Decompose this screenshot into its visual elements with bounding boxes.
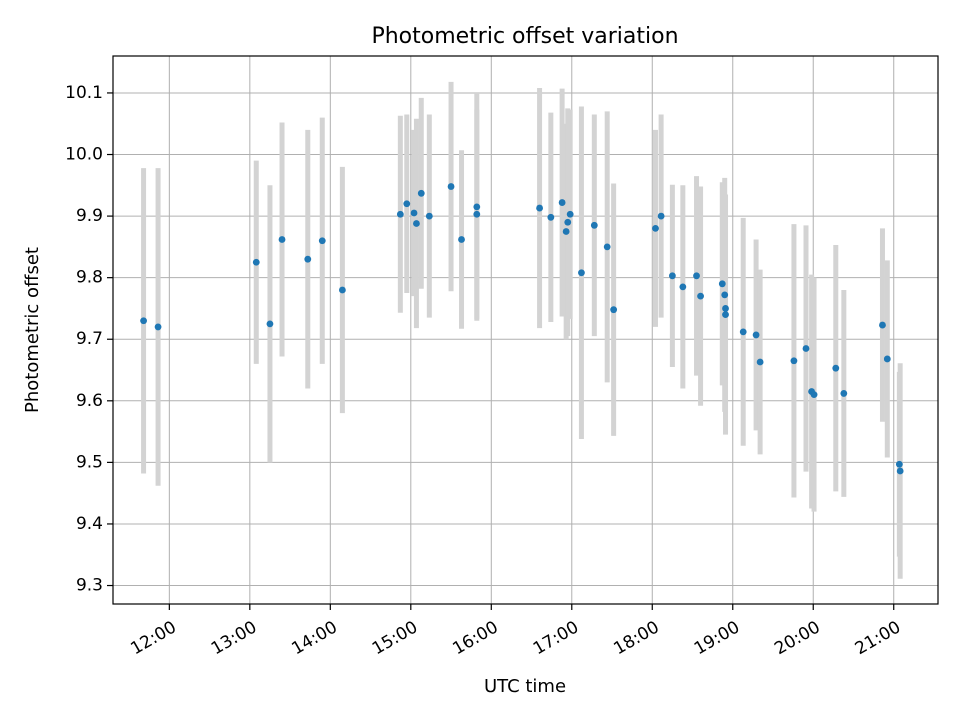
plot-frame xyxy=(112,55,939,605)
data-point xyxy=(832,364,840,372)
data-point xyxy=(668,272,676,280)
data-point xyxy=(413,220,420,227)
grid-layer xyxy=(113,56,938,604)
data-point xyxy=(802,345,810,352)
data-point xyxy=(752,331,760,339)
data-point xyxy=(536,204,543,212)
data-point xyxy=(473,203,481,211)
data-point xyxy=(278,236,286,243)
data-point xyxy=(154,323,162,331)
data-point xyxy=(739,328,747,336)
point-layer xyxy=(140,183,904,475)
data-point xyxy=(721,291,729,299)
data-point xyxy=(252,258,260,266)
data-point xyxy=(652,225,659,232)
data-point xyxy=(840,390,848,397)
data-point xyxy=(895,460,903,468)
data-point xyxy=(603,243,611,251)
data-point xyxy=(558,199,566,206)
data-point xyxy=(473,210,481,218)
data-point xyxy=(266,320,274,328)
data-point xyxy=(896,467,904,475)
data-point xyxy=(566,210,574,218)
data-point xyxy=(810,391,818,399)
data-point xyxy=(425,212,433,220)
data-point xyxy=(610,306,618,314)
data-point xyxy=(318,237,326,245)
data-point xyxy=(578,269,585,277)
data-point xyxy=(403,200,411,208)
data-point xyxy=(562,228,570,235)
data-point xyxy=(679,283,687,291)
data-point xyxy=(458,236,465,243)
y-tick-label: 9.9 xyxy=(76,206,103,226)
y-tick-label: 9.7 xyxy=(76,329,103,349)
data-point xyxy=(722,311,729,319)
y-tick-label: 9.8 xyxy=(76,268,103,288)
data-point xyxy=(697,292,704,300)
x-axis-label: UTC time xyxy=(484,676,566,697)
data-point xyxy=(590,221,598,229)
data-point xyxy=(790,357,798,365)
chart-title: Photometric offset variation xyxy=(371,24,678,49)
data-point xyxy=(338,286,346,294)
data-point xyxy=(883,355,891,363)
data-point xyxy=(396,210,404,218)
data-point xyxy=(547,213,555,221)
y-tick-label: 10.1 xyxy=(65,83,103,103)
data-point xyxy=(564,218,572,226)
data-point xyxy=(447,183,455,190)
y-tick-label: 9.3 xyxy=(76,576,103,596)
y-tick-label: 9.6 xyxy=(76,391,103,411)
y-tick-label: 10.0 xyxy=(65,145,103,165)
y-tick-label: 9.4 xyxy=(76,514,103,534)
data-point xyxy=(410,209,418,217)
data-point xyxy=(417,189,425,197)
data-point xyxy=(693,272,700,280)
data-point xyxy=(718,280,726,288)
data-point xyxy=(756,358,764,366)
y-tick-label: 9.5 xyxy=(76,452,103,472)
data-point xyxy=(140,317,147,325)
data-point xyxy=(304,255,312,263)
data-point xyxy=(722,305,729,312)
y-axis-label: Photometric offset xyxy=(22,247,43,413)
data-point xyxy=(879,321,886,329)
data-point xyxy=(657,212,665,220)
